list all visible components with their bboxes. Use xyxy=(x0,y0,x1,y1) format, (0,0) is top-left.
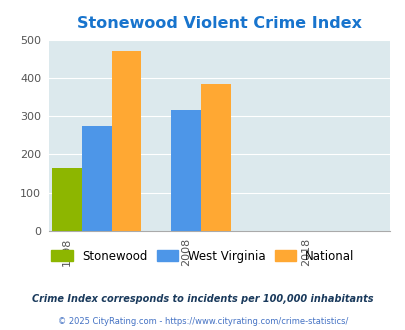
Legend: Stonewood, West Virginia, National: Stonewood, West Virginia, National xyxy=(48,246,357,266)
Text: © 2025 CityRating.com - https://www.cityrating.com/crime-statistics/: © 2025 CityRating.com - https://www.city… xyxy=(58,317,347,326)
Bar xyxy=(111,51,141,231)
Bar xyxy=(201,83,230,231)
Title: Stonewood Violent Crime Index: Stonewood Violent Crime Index xyxy=(77,16,361,31)
Text: Crime Index corresponds to incidents per 100,000 inhabitants: Crime Index corresponds to incidents per… xyxy=(32,294,373,304)
Bar xyxy=(81,126,111,231)
Bar xyxy=(171,111,201,231)
Bar xyxy=(51,168,81,231)
